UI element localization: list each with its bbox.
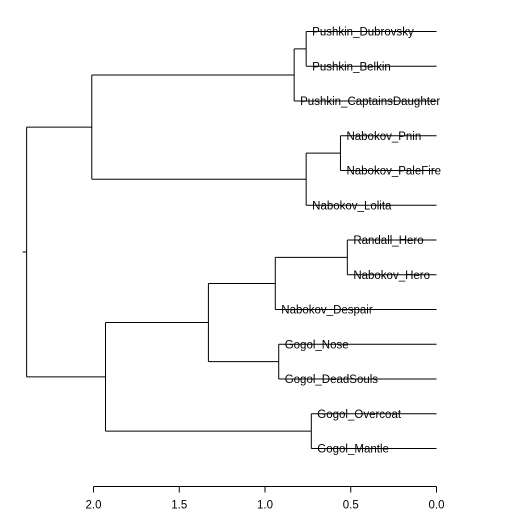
leaf-label-10: Gogol_DeadSouls bbox=[285, 374, 379, 386]
leaf-label-9: Gogol_Nose bbox=[285, 339, 349, 351]
x-axis-tick-label-0: 2.0 bbox=[86, 500, 102, 512]
leaf-label-0: Pushkin_Dubrovsky bbox=[312, 27, 414, 39]
x-axis-tick-label-4: 0.0 bbox=[429, 500, 445, 512]
leaf-label-8: Nabokov_Despair bbox=[281, 305, 373, 317]
leaf-label-2: Pushkin_CaptainsDaughter bbox=[300, 96, 440, 108]
leaf-label-11: Gogol_Overcoat bbox=[317, 409, 402, 421]
leaf-label-6: Randall_Hero bbox=[353, 235, 423, 247]
x-axis-tick-label-1: 1.5 bbox=[171, 500, 187, 512]
leaf-label-1: Pushkin_Belkin bbox=[312, 61, 391, 73]
leaf-label-7: Nabokov_Hero bbox=[353, 270, 430, 282]
leaf-label-12: Gogol_Mantle bbox=[317, 444, 389, 456]
leaf-label-3: Nabokov_Pnin bbox=[346, 131, 421, 143]
x-axis-tick-label-3: 0.5 bbox=[343, 500, 359, 512]
x-axis-tick-label-2: 1.0 bbox=[257, 500, 273, 512]
leaf-label-4: Nabokov_PaleFire bbox=[346, 166, 441, 178]
leaf-label-5: Nabokov_Lolita bbox=[312, 200, 392, 212]
